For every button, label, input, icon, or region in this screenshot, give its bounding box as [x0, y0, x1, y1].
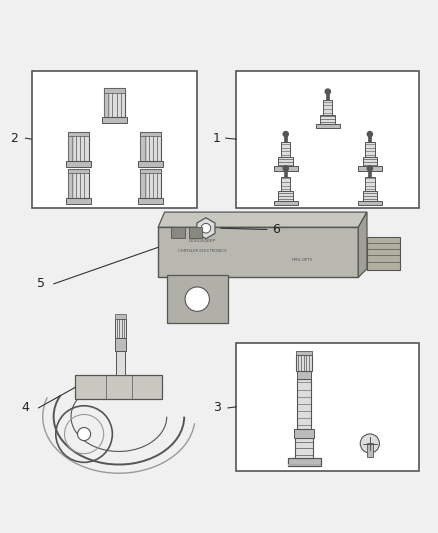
Bar	[104, 88, 125, 117]
Bar	[358, 200, 381, 205]
Bar	[102, 117, 127, 123]
Bar	[363, 157, 377, 166]
Bar	[104, 88, 110, 117]
Bar	[68, 132, 88, 160]
Bar	[368, 168, 371, 176]
Bar	[116, 314, 126, 319]
Circle shape	[360, 434, 379, 453]
Bar	[68, 169, 88, 174]
Bar	[294, 429, 314, 439]
Bar	[368, 134, 371, 142]
Bar	[297, 371, 311, 379]
Bar	[367, 237, 399, 270]
Polygon shape	[358, 212, 367, 277]
Bar	[274, 166, 297, 171]
Bar	[68, 132, 88, 136]
Bar	[237, 71, 419, 208]
Bar	[158, 228, 358, 277]
Text: 4: 4	[21, 401, 29, 415]
Bar	[141, 169, 161, 174]
Bar	[365, 176, 374, 191]
Bar	[141, 132, 161, 160]
Bar	[287, 458, 321, 466]
Text: 6: 6	[272, 223, 279, 236]
Circle shape	[325, 89, 330, 94]
Bar	[104, 88, 125, 93]
Circle shape	[367, 132, 372, 136]
Bar	[75, 375, 162, 399]
Text: 3: 3	[213, 401, 221, 415]
Text: HM4-OPT5: HM4-OPT5	[291, 258, 313, 262]
Text: 1: 1	[213, 132, 221, 144]
Bar	[141, 132, 147, 160]
Bar	[363, 191, 377, 200]
Bar	[358, 166, 381, 171]
Bar	[321, 115, 335, 124]
Bar	[281, 176, 290, 191]
Circle shape	[367, 166, 372, 171]
Bar	[141, 132, 161, 136]
Circle shape	[201, 223, 211, 233]
Bar	[326, 92, 329, 100]
Circle shape	[283, 132, 288, 136]
Bar	[284, 168, 287, 176]
Bar	[171, 228, 185, 238]
Bar	[297, 379, 311, 429]
Bar	[68, 132, 74, 160]
Polygon shape	[197, 218, 215, 239]
Bar	[296, 354, 312, 371]
Bar	[316, 124, 339, 128]
Circle shape	[78, 427, 91, 441]
Bar	[141, 169, 147, 198]
Polygon shape	[158, 212, 367, 228]
Bar	[68, 169, 74, 198]
Bar	[167, 275, 228, 323]
Bar	[68, 169, 88, 198]
Text: 2: 2	[11, 132, 18, 144]
Bar	[279, 157, 293, 166]
Bar	[287, 464, 321, 466]
Bar	[138, 160, 163, 167]
Bar	[188, 228, 202, 238]
Bar	[66, 198, 91, 204]
Bar	[138, 198, 163, 204]
Bar	[296, 351, 312, 356]
Bar	[279, 191, 293, 200]
Bar	[116, 351, 125, 375]
Bar	[237, 343, 419, 471]
Text: DODGE/JEEP: DODGE/JEEP	[188, 239, 216, 244]
Circle shape	[185, 287, 209, 311]
Bar	[141, 169, 161, 198]
Bar	[284, 134, 287, 142]
Bar	[32, 71, 197, 208]
Circle shape	[283, 166, 288, 171]
Bar	[116, 319, 126, 338]
Bar	[367, 442, 373, 457]
Bar	[323, 100, 332, 115]
Bar	[295, 439, 313, 458]
Bar	[274, 200, 297, 205]
Text: 5: 5	[36, 277, 45, 290]
Bar	[66, 160, 91, 167]
Bar	[365, 142, 374, 157]
Text: CHRYSLER ELECTRONICS: CHRYSLER ELECTRONICS	[178, 249, 226, 253]
Bar	[281, 142, 290, 157]
Bar	[116, 338, 126, 351]
